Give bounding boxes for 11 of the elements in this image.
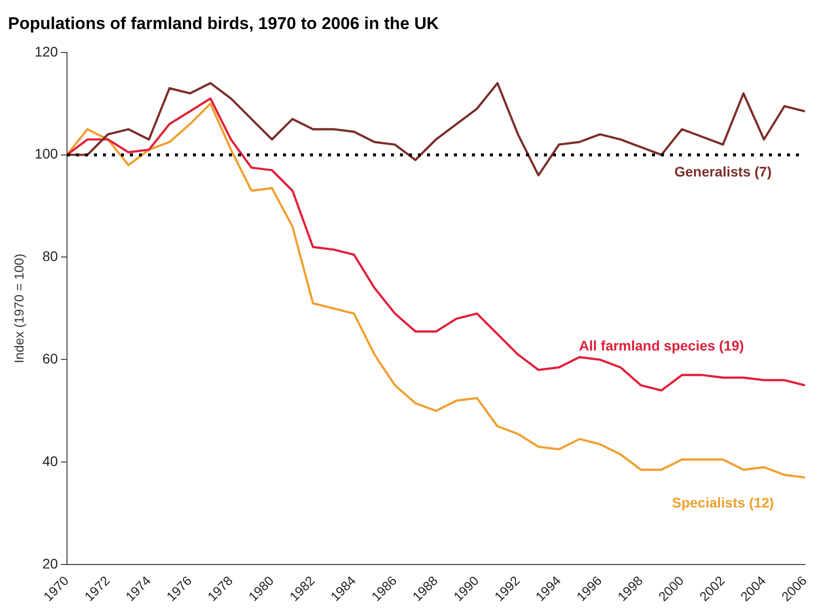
chart-title: Populations of farmland birds, 1970 to 2006 in the UK bbox=[8, 14, 440, 33]
series-label: Generalists (7) bbox=[674, 163, 772, 180]
y-tick-label: 20 bbox=[42, 555, 58, 572]
y-tick-label: 40 bbox=[42, 452, 58, 469]
y-tick-label: 80 bbox=[42, 248, 58, 264]
series-label: All farmland species (19) bbox=[578, 337, 744, 354]
y-axis-title: Index (1970 = 100) bbox=[11, 254, 26, 364]
y-tick-label: 120 bbox=[34, 43, 58, 60]
series-label: Specialists (12) bbox=[672, 494, 774, 510]
y-tick-label: 60 bbox=[42, 350, 58, 367]
y-tick-label: 100 bbox=[34, 146, 58, 162]
